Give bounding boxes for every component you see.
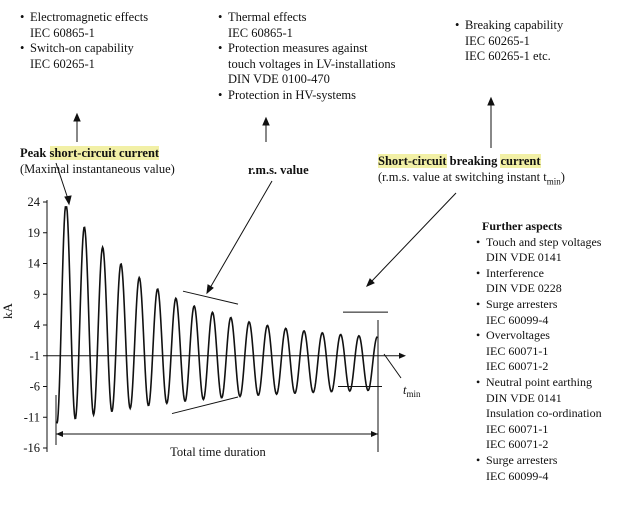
standard-ref: DIN VDE 0100-470 [228, 72, 330, 86]
standard-ref: DIN VDE 0228 [486, 281, 562, 296]
y-tick-label: -6 [30, 380, 40, 394]
arrow-head [371, 431, 378, 437]
further-aspect-item: Surge arresters [476, 297, 602, 313]
further-aspect-item: Insulation co-ordination [486, 406, 602, 421]
y-tick-label: -11 [24, 410, 40, 424]
breaking-current-label: Short-circuit breaking current (r.m.s. v… [378, 154, 565, 190]
y-tick-label: 9 [34, 287, 40, 301]
total-time-label: Total time duration [170, 445, 266, 459]
arrow-head [64, 195, 72, 206]
top-middle-block: Thermal effects IEC 60865-1 Protection m… [218, 10, 395, 103]
current-waveform [56, 206, 378, 424]
rms-envelope-top [182, 290, 239, 305]
peak-highlight: short-circuit current [49, 146, 160, 160]
standard-ref: IEC 60071-1 [486, 421, 549, 436]
t-min-pointer [383, 353, 402, 379]
y-tick-label: 4 [34, 318, 41, 332]
y-tick-label: 24 [28, 195, 41, 209]
t-min-label: tmin [403, 383, 421, 399]
peak-word: Peak [20, 146, 47, 160]
arrow-to-peak [55, 162, 69, 200]
arrow-head [366, 278, 375, 287]
standard-ref: DIN VDE 0141 [486, 390, 562, 405]
arrow-head [487, 96, 495, 106]
top-left-block: Electromagnetic effects IEC 60865-1 Swit… [20, 10, 148, 72]
protection-measures-item: Protection measures against [218, 41, 395, 57]
standard-ref: IEC 60099-4 [486, 468, 549, 483]
y-tick-label: -16 [23, 441, 40, 455]
arrow-to-breaking [370, 192, 457, 283]
arrow-head [399, 352, 406, 359]
standard-ref: IEC 60265-1 [465, 33, 530, 48]
axes: 24 19 14 9 4 -1 -6 -11 -16 [23, 195, 406, 455]
further-aspects-title: Further aspects [482, 219, 563, 233]
further-aspect-item: Overvoltages [476, 328, 602, 344]
rms-envelope-bottom [171, 396, 239, 415]
standard-ref: IEC 60865-1 [228, 25, 293, 40]
rms-value-label: r.m.s. value [248, 163, 309, 177]
further-aspect-item: Touch and step voltages [476, 235, 602, 251]
top-right-block: Breaking capability IEC 60265-1 IEC 6026… [455, 18, 563, 65]
breaking-highlight-1: Short-circuit [378, 154, 447, 168]
standard-ref: IEC 60071-2 [486, 437, 549, 452]
protection-measures-line2: touch voltages in LV-installations [228, 56, 396, 71]
standard-ref: IEC 60071-1 [486, 343, 549, 358]
y-tick-label: -1 [30, 349, 40, 363]
arrow-head [56, 431, 63, 437]
arrow-head [73, 112, 81, 122]
breaking-capability-item: Breaking capability [455, 18, 563, 34]
standard-ref: IEC 60265-1 [30, 56, 95, 71]
y-axis-label: kA [0, 302, 15, 319]
further-aspect-item: Surge arresters [476, 453, 602, 469]
further-aspects-panel: Further aspects Touch and step voltagesD… [476, 219, 602, 484]
y-tick-label: 19 [28, 226, 41, 240]
standard-ref: DIN VDE 0141 [486, 250, 562, 265]
arrow-to-rms [209, 180, 273, 289]
breaking-word: breaking [449, 154, 498, 168]
further-aspect-item: Neutral point earthing [476, 375, 602, 391]
standard-ref: IEC 60865-1 [30, 25, 95, 40]
further-aspect-item: Interference [476, 266, 602, 282]
arrow-head [262, 116, 270, 126]
thermal-effects-item: Thermal effects [218, 10, 395, 26]
protection-hv-item: Protection in HV-systems [218, 88, 395, 104]
electromagnetic-effects-item: Electromagnetic effects [20, 10, 148, 26]
switch-on-capability-item: Switch-on capability [20, 41, 148, 57]
y-tick-label: 14 [28, 257, 41, 271]
envelope-markers [171, 290, 388, 415]
peak-label: Peak short-circuit current (Maximal inst… [20, 146, 175, 177]
arrows [55, 96, 495, 295]
standard-ref: IEC 60099-4 [486, 312, 549, 327]
arrow-head [206, 284, 214, 295]
breaking-highlight-2: current [500, 154, 541, 168]
standard-ref: IEC 60071-2 [486, 359, 549, 374]
standard-ref: IEC 60265-1 etc. [465, 49, 551, 63]
breaking-subtitle: (r.m.s. value at switching instant tmin) [378, 169, 565, 187]
